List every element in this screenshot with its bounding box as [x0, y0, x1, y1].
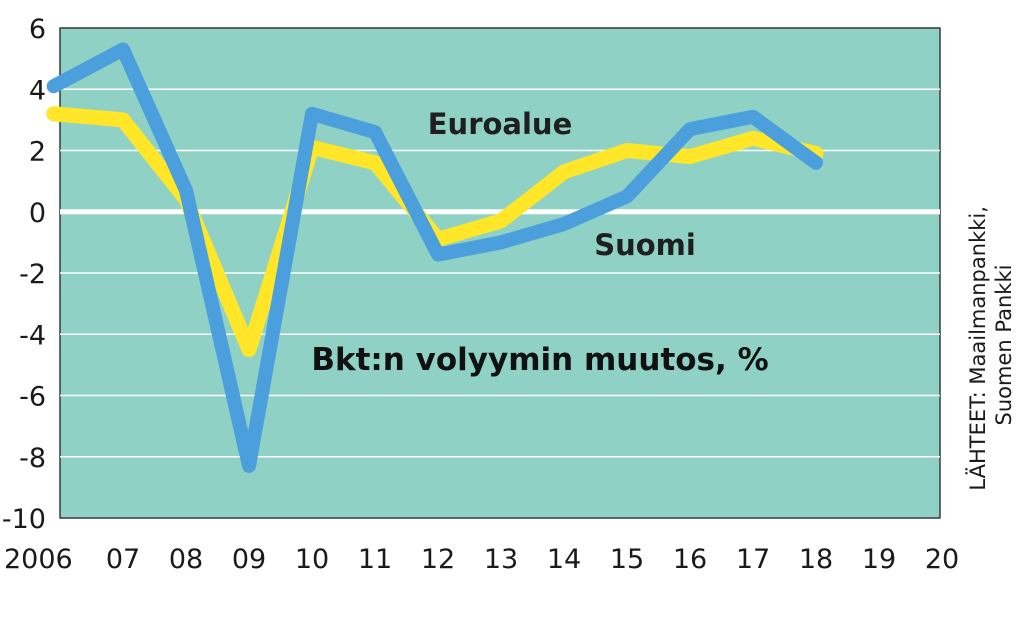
series-line-suomi [46, 42, 823, 473]
series-label-euroalue: Euroalue [428, 107, 573, 141]
x-tick-label: 07 [106, 544, 140, 575]
x-axis-ticks: 2006 07 08 09 10 11 12 13 14 15 16 17 18 19 20 [4, 544, 959, 575]
chart-title: Bkt:n volyymin muutos, % [311, 342, 768, 378]
x-tick-label: 2006 [4, 544, 73, 575]
y-tick-label: 6 [29, 14, 46, 45]
y-tick-label: -2 [19, 259, 46, 290]
x-tick-label: 12 [421, 544, 455, 575]
series-label-suomi: Suomi [594, 228, 696, 262]
x-tick-label: 09 [232, 544, 266, 575]
x-tick-label: 16 [673, 544, 707, 575]
x-tick-label: 10 [295, 544, 329, 575]
x-tick-label: 15 [610, 544, 644, 575]
source-line-2: Suomen Pankki [992, 265, 1016, 426]
y-tick-label: 4 [29, 75, 46, 106]
x-tick-label: 14 [547, 544, 581, 575]
y-tick-label: -10 [2, 504, 46, 535]
source-line-1: LÄHTEET: Maailmanpankki, [965, 206, 990, 490]
y-tick-label: 2 [29, 137, 46, 168]
y-axis-ticks: 6 4 2 0 -2 -4 -6 -8 -10 [2, 14, 46, 535]
x-tick-label: 19 [862, 544, 896, 575]
y-tick-label: -4 [19, 320, 46, 351]
source-note: LÄHTEET: Maailmanpankki, Suomen Pankki [965, 199, 1016, 490]
x-tick-label: 17 [736, 544, 770, 575]
x-tick-label: 18 [799, 544, 833, 575]
x-tick-label: 11 [358, 544, 392, 575]
x-tick-label: 20 [925, 544, 959, 575]
y-tick-label: 0 [29, 198, 46, 229]
y-tick-label: -6 [19, 382, 46, 413]
x-tick-label: 08 [169, 544, 203, 575]
x-tick-label: 13 [484, 544, 518, 575]
series-lines [46, 42, 824, 473]
y-tick-label: -8 [19, 443, 46, 474]
